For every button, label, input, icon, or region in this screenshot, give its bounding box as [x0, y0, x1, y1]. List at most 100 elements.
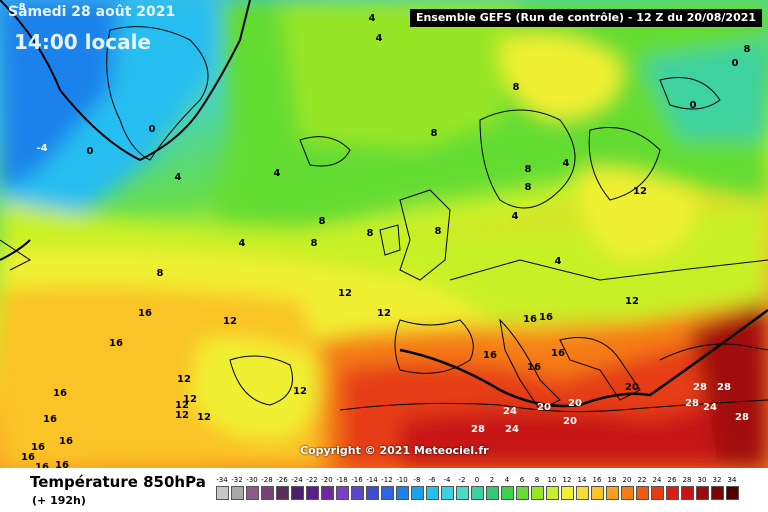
legend-swatch: [216, 486, 229, 500]
isotherm-label: 20: [568, 398, 582, 409]
legend-swatch: [261, 486, 274, 500]
legend-swatch: [726, 486, 739, 500]
variable-title: Température 850hPa: [30, 473, 206, 491]
legend-tick: -16: [351, 476, 363, 484]
legend-tick: -14: [366, 476, 378, 484]
isotherm-label: 16: [53, 388, 67, 399]
isotherm-label: 16: [31, 442, 45, 453]
isotherm-label: 24: [703, 402, 717, 413]
legend-swatch: [321, 486, 334, 500]
isotherm-label: 16: [21, 452, 35, 463]
twenty-isotherm: [399, 308, 768, 408]
legend-tick: -2: [458, 476, 466, 484]
legend-swatch: [426, 486, 439, 500]
legend-swatch: [246, 486, 259, 500]
isotherm-label: 12: [293, 386, 307, 397]
isotherm-label: 0: [149, 124, 156, 135]
isotherm-label: 4: [274, 168, 281, 179]
lead-time: (+ 192h): [32, 494, 86, 507]
zero-isotherm: [0, 0, 251, 261]
legend-swatch: [516, 486, 529, 500]
legend-tick: 28: [682, 476, 692, 484]
legend-swatch: [546, 486, 559, 500]
isotherm-label: 4: [512, 211, 519, 222]
copyright-text: Copyright © 2021 Meteociel.fr: [300, 444, 489, 457]
legend-tick: -34: [216, 476, 228, 484]
isotherm-label: 16: [523, 314, 537, 325]
legend-tick: 10: [547, 476, 557, 484]
isotherm-label: 8: [513, 82, 520, 93]
legend-tick: -6: [428, 476, 436, 484]
forecast-date: Samedi 28 août 2021: [8, 4, 176, 20]
legend-swatch: [651, 486, 664, 500]
isotherm-label: 16: [527, 362, 541, 373]
legend-tick: 32: [712, 476, 722, 484]
isotherm-label: 16: [551, 348, 565, 359]
isotherm-label: 4: [563, 158, 570, 169]
isotherm-label: 8: [157, 268, 164, 279]
isotherm-label: -4: [36, 143, 47, 154]
legend-tick: -26: [276, 476, 288, 484]
legend-tick: 18: [607, 476, 617, 484]
legend-tick: 24: [652, 476, 662, 484]
isotherm-label: 12: [177, 374, 191, 385]
legend-tick: -22: [306, 476, 318, 484]
isotherm-label: 16: [539, 312, 553, 323]
legend-swatch: [231, 486, 244, 500]
isotherm-label: 8: [367, 228, 374, 239]
isotherm-label: 8: [311, 238, 318, 249]
legend-tick: -28: [261, 476, 273, 484]
legend-tick: 34: [727, 476, 737, 484]
legend-swatch: [306, 486, 319, 500]
isotherm-label: 16: [109, 338, 123, 349]
isotherm-label: 28: [717, 382, 731, 393]
legend-tick: -4: [443, 476, 451, 484]
isotherm-label: 8: [435, 226, 442, 237]
isotherm-label: 12: [338, 288, 352, 299]
isotherm-label: 16: [59, 436, 73, 447]
legend-swatch: [561, 486, 574, 500]
isotherm-label: 28: [685, 398, 699, 409]
legend-swatch: [396, 486, 409, 500]
run-info-banner: Ensemble GEFS (Run de contrôle) - 12 Z d…: [410, 9, 762, 27]
legend-tick: 12: [562, 476, 572, 484]
coastlines: [0, 26, 768, 413]
legend-swatch: [336, 486, 349, 500]
isotherm-label: 4: [376, 33, 383, 44]
isotherm-label: 28: [693, 382, 707, 393]
isotherm-label: 28: [735, 412, 749, 423]
isotherm-label: 4: [369, 13, 376, 24]
isotherm-label: 0: [732, 58, 739, 69]
isotherm-label: 16: [138, 308, 152, 319]
legend-swatch: [366, 486, 379, 500]
legend-swatch: [576, 486, 589, 500]
legend-tick: 2: [489, 476, 495, 484]
isotherm-label: 12: [633, 186, 647, 197]
legend-swatch: [411, 486, 424, 500]
isotherm-label: 8: [525, 164, 532, 175]
isotherm-label: 24: [503, 406, 517, 417]
legend-tick: -8: [413, 476, 421, 484]
legend-swatch: [291, 486, 304, 500]
legend-tick: 8: [534, 476, 540, 484]
forecast-local-time: 14:00 locale: [14, 30, 151, 54]
isotherm-label: 28: [471, 424, 485, 435]
legend-tick: 4: [504, 476, 510, 484]
isotherm-label: 20: [563, 416, 577, 427]
legend-swatch: [666, 486, 679, 500]
legend-swatch: [696, 486, 709, 500]
legend-swatch: [636, 486, 649, 500]
isotherm-label: 20: [537, 402, 551, 413]
legend-swatch: [441, 486, 454, 500]
legend-swatch: [681, 486, 694, 500]
legend-swatch: [486, 486, 499, 500]
legend-tick: -10: [396, 476, 408, 484]
isotherm-label: 4: [555, 256, 562, 267]
legend-tick: -18: [336, 476, 348, 484]
isotherm-label: 0: [87, 146, 94, 157]
legend-tick: 16: [592, 476, 602, 484]
isotherm-label: 16: [43, 414, 57, 425]
legend-swatch: [621, 486, 634, 500]
